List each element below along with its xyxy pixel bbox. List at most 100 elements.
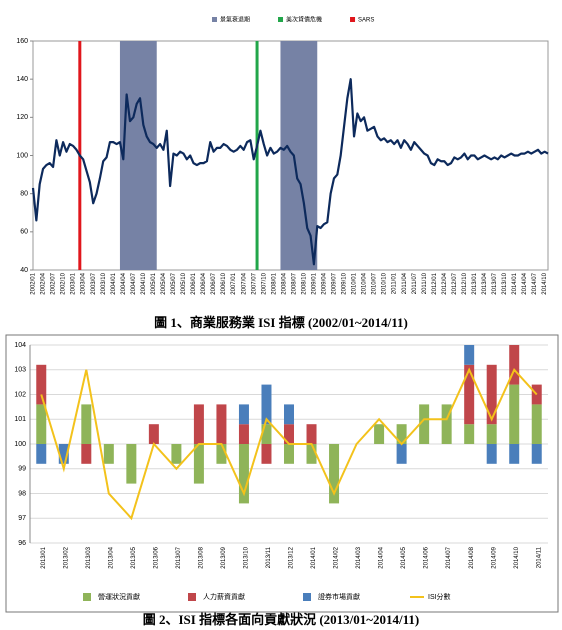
bar-segment bbox=[126, 444, 137, 484]
legend-swatch bbox=[303, 593, 311, 601]
bar-segment bbox=[486, 364, 497, 425]
bar-segment bbox=[374, 424, 385, 444]
x-tick-label: 2014/09 bbox=[491, 546, 497, 568]
y-tick-label: 100 bbox=[14, 441, 26, 448]
bar-segment bbox=[531, 404, 542, 444]
legend-swatch bbox=[212, 17, 217, 22]
x-tick-label: 2008/04 bbox=[281, 272, 287, 294]
x-tick-label: 2013/01 bbox=[472, 272, 478, 294]
x-tick-label: 2014/04 bbox=[522, 272, 528, 294]
x-tick-label: 2014/07 bbox=[532, 272, 538, 294]
bar-segment bbox=[464, 345, 475, 365]
x-tick-label: 2003/01 bbox=[71, 272, 77, 294]
x-tick-label: 2003/04 bbox=[81, 272, 87, 294]
y-tick-label: 80 bbox=[20, 191, 28, 198]
legend-label: 證券市場貢獻 bbox=[318, 592, 360, 601]
x-tick-label: 2002/10 bbox=[61, 272, 67, 294]
x-tick-label: 2004/10 bbox=[141, 272, 147, 294]
bar-segment bbox=[103, 444, 114, 464]
y-tick-label: 96 bbox=[18, 540, 26, 547]
bar-segment bbox=[284, 424, 294, 444]
recession-band bbox=[119, 41, 157, 270]
bar-segment bbox=[216, 404, 227, 444]
x-tick-label: 2010/07 bbox=[372, 272, 378, 294]
x-tick-label: 2008/10 bbox=[301, 272, 307, 294]
y-tick-label: 102 bbox=[14, 391, 26, 398]
x-tick-label: 2005/01 bbox=[151, 272, 157, 294]
x-tick-label: 2013/05 bbox=[131, 546, 137, 568]
bar-segment bbox=[261, 384, 272, 425]
x-tick-label: 2014/10 bbox=[514, 546, 520, 568]
recession-band bbox=[280, 41, 318, 270]
bar-segment bbox=[261, 444, 272, 464]
bar-segment bbox=[509, 444, 520, 464]
legend-swatch bbox=[278, 17, 284, 22]
x-tick-label: 2014/01 bbox=[512, 272, 518, 294]
y-tick-label: 60 bbox=[20, 229, 28, 236]
y-tick-label: 120 bbox=[16, 114, 28, 121]
bar-segment bbox=[81, 404, 92, 444]
x-tick-label: 2012/07 bbox=[452, 272, 458, 294]
x-tick-label: 2005/04 bbox=[161, 272, 167, 294]
legend-label: ISI分數 bbox=[428, 592, 451, 601]
bar-segment bbox=[396, 424, 407, 444]
x-tick-label: 2013/10 bbox=[502, 272, 508, 294]
x-tick-label: 2009/10 bbox=[342, 272, 348, 294]
x-tick-label: 2004/04 bbox=[121, 272, 127, 294]
x-tick-label: 2013/04 bbox=[108, 546, 114, 568]
x-tick-label: 2007/07 bbox=[251, 272, 257, 294]
bar-segment bbox=[216, 444, 227, 464]
bar-segment bbox=[148, 424, 159, 444]
bar-segment bbox=[464, 424, 475, 444]
legend-label: SARS bbox=[358, 18, 374, 24]
x-tick-label: 2014/10 bbox=[542, 272, 548, 294]
x-tick-label: 2014/06 bbox=[424, 546, 430, 568]
line bbox=[40, 367, 538, 521]
legend-swatch bbox=[350, 17, 356, 22]
bar-segment bbox=[171, 444, 182, 464]
x-tick-label: 2013/04 bbox=[482, 272, 488, 294]
y-tick-label: 40 bbox=[20, 267, 28, 274]
x-tick-label: 2011/10 bbox=[422, 272, 428, 294]
bar-segment bbox=[58, 444, 69, 464]
x-tick-label: 2006/04 bbox=[201, 272, 207, 294]
x-tick-label: 2009/07 bbox=[332, 272, 338, 294]
bar-segment bbox=[306, 444, 317, 464]
x-tick-label: 2013/07 bbox=[492, 272, 498, 294]
x-tick-label: 2009/01 bbox=[311, 272, 317, 294]
y-tick-label: 97 bbox=[18, 515, 26, 522]
bar-segment bbox=[238, 444, 249, 504]
x-tick-label: 2006/01 bbox=[191, 272, 197, 294]
x-tick-label: 2014/05 bbox=[401, 546, 407, 568]
bar-segment bbox=[284, 404, 294, 425]
x-tick-label: 2011/04 bbox=[402, 272, 408, 294]
x-tick-label: 2002/01 bbox=[31, 272, 37, 294]
legend-swatch bbox=[83, 593, 91, 601]
x-tick-label: 2013/06 bbox=[153, 546, 159, 568]
x-tick-label: 2013/11 bbox=[266, 546, 272, 568]
y-tick-label: 101 bbox=[14, 416, 26, 423]
line bbox=[31, 78, 549, 266]
x-tick-label: 2002/04 bbox=[41, 272, 47, 294]
x-tick-label: 2005/07 bbox=[171, 272, 177, 294]
x-tick-label: 2006/07 bbox=[211, 272, 217, 294]
x-tick-label: 2013/09 bbox=[221, 546, 227, 568]
bar-segment bbox=[193, 404, 204, 444]
x-tick-label: 2013/03 bbox=[86, 546, 92, 568]
x-tick-label: 2009/04 bbox=[322, 272, 328, 294]
legend-label: 美次貸債危機 bbox=[286, 16, 322, 24]
x-tick-label: 2011/07 bbox=[412, 272, 418, 294]
bar-segment bbox=[329, 444, 340, 504]
x-tick-label: 2012/10 bbox=[462, 272, 468, 294]
y-tick-label: 160 bbox=[16, 38, 28, 45]
bar-segment bbox=[306, 424, 317, 444]
x-tick-label: 2008/01 bbox=[271, 272, 277, 294]
x-tick-label: 2013/08 bbox=[198, 546, 204, 568]
caption: 圖 1、商業服務業 ISI 指標 (2002/01~2014/11) bbox=[154, 315, 408, 330]
y-tick-label: 99 bbox=[18, 466, 26, 473]
legend-label: 人力薪資貢獻 bbox=[203, 592, 245, 601]
bar-segment bbox=[81, 444, 92, 464]
bar-segment bbox=[464, 364, 475, 425]
